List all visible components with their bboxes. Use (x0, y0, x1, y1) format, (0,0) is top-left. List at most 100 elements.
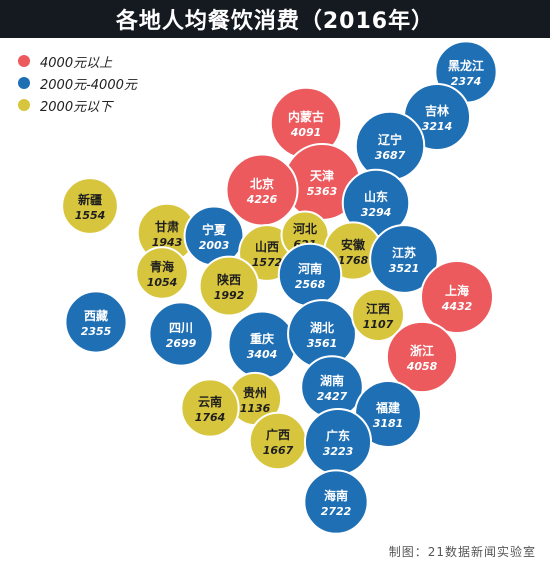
bubble-name: 陕西 (217, 272, 241, 287)
bubble-18: 上海 4432 (420, 260, 494, 334)
bubble-name: 山西 (255, 239, 279, 254)
bubble-value: 2568 (295, 278, 326, 291)
bubble-name: 河南 (297, 261, 322, 276)
bubble-value: 3214 (422, 120, 453, 133)
bubble-value: 3223 (323, 445, 354, 458)
bubble-name: 云南 (198, 394, 222, 409)
bubble-name: 四川 (169, 321, 193, 335)
legend-label-high: 4000元以上 (40, 55, 113, 71)
bubble-value: 4226 (246, 193, 278, 206)
bubble-circle (369, 224, 439, 294)
bubble-name: 甘肃 (155, 219, 179, 234)
bubble-name: 江西 (366, 301, 390, 316)
bubble-name: 福建 (375, 400, 401, 415)
bubble-3: 辽宁 3687 (354, 110, 426, 182)
bubble-circle (420, 260, 494, 334)
bubble-value: 3181 (373, 417, 404, 430)
bubble-value: 3294 (361, 206, 392, 219)
bubble-7: 山东 3294 (341, 168, 411, 238)
bubble-9: 甘肃 1943 (136, 202, 198, 264)
bubble-value: 1764 (195, 411, 226, 424)
bubble-circle (64, 290, 128, 354)
bubble-value: 3561 (307, 337, 338, 350)
bubble-8: 新疆 1554 (61, 177, 119, 235)
bubble-value: 1572 (252, 256, 283, 269)
bubble-value: 1054 (147, 276, 178, 289)
bubble-name: 安徽 (341, 237, 366, 252)
bubble-circle (303, 469, 369, 535)
bubble-31: 海南 2722 (303, 469, 369, 535)
bubble-19: 西藏 2355 (64, 290, 128, 354)
legend-swatch-high (18, 55, 30, 67)
bubble-name: 湖北 (310, 320, 334, 335)
bubble-name: 海南 (324, 488, 348, 503)
bubble-name: 西藏 (84, 308, 108, 323)
bubble-name: 河北 (292, 221, 317, 236)
bubble-15: 青海 1054 (135, 246, 189, 300)
bubble-circle (61, 177, 119, 235)
bubble-circle (198, 255, 260, 317)
bubble-name: 广西 (266, 427, 290, 442)
legend-item-low: 2000元以下 (18, 94, 137, 116)
bubble-6: 北京 4226 (225, 153, 299, 227)
bubble-circle (385, 320, 459, 394)
legend-label-mid: 2000元-4000元 (40, 77, 137, 93)
bubble-name: 江苏 (392, 245, 416, 260)
bubble-value: 2722 (321, 505, 352, 518)
bubble-14: 江苏 3521 (369, 224, 439, 294)
bubble-name: 湖南 (320, 373, 344, 388)
bubble-name: 辽宁 (378, 132, 402, 147)
credit-text: 制图：21数据新闻实验室 (388, 545, 536, 559)
title-bar: 各地人均餐饮消费（2016年） (0, 0, 550, 38)
bubble-value: 2355 (81, 325, 112, 338)
bubble-name: 山东 (364, 189, 388, 204)
bubble-value: 5363 (307, 185, 338, 198)
bubble-value: 1667 (263, 444, 294, 457)
bubble-4: 内蒙古 4091 (269, 86, 343, 160)
legend-swatch-low (18, 99, 30, 111)
bubble-value: 4058 (406, 360, 438, 373)
bubble-30: 广东 3223 (303, 407, 373, 477)
bubble-name: 宁夏 (202, 222, 227, 237)
bubble-28: 福建 3181 (354, 380, 422, 448)
bubble-27: 云南 1764 (180, 378, 240, 438)
bubble-value: 1554 (75, 209, 106, 222)
bubble-21: 重庆 3404 (227, 310, 297, 380)
bubble-29: 广西 1667 (248, 411, 308, 471)
bubble-value: 3687 (375, 149, 406, 162)
bubble-value: 2427 (317, 390, 348, 403)
bubble-name: 浙江 (410, 343, 434, 358)
bubble-name: 贵州 (243, 385, 267, 400)
bubble-name: 上海 (445, 283, 469, 298)
bubble-value: 2699 (166, 337, 197, 350)
bubble-value: 4432 (441, 300, 473, 313)
bubble-name: 广东 (326, 428, 350, 443)
bubble-value: 2003 (199, 239, 230, 252)
bubble-16: 陕西 1992 (198, 255, 260, 317)
bubble-circle (148, 301, 214, 367)
bubble-value: 1136 (240, 402, 271, 415)
bubble-name: 北京 (250, 176, 274, 191)
legend-item-mid: 2000元-4000元 (18, 72, 137, 94)
bubble-23: 江西 1107 (351, 288, 405, 342)
bubble-value: 3521 (389, 262, 420, 275)
bubble-circle (135, 246, 189, 300)
bubble-20: 四川 2699 (148, 301, 214, 367)
bubble-value: 1768 (338, 254, 369, 267)
bubble-value: 2374 (451, 75, 482, 88)
bubble-24: 浙江 4058 (385, 320, 459, 394)
bubble-name: 新疆 (78, 192, 102, 207)
bubble-value: 4091 (290, 126, 322, 139)
bubble-value: 3404 (247, 348, 278, 361)
bubble-name: 重庆 (250, 331, 274, 346)
legend: 4000元以上 2000元-4000元 2000元以下 (18, 50, 137, 116)
bubble-name: 内蒙古 (288, 109, 324, 124)
bubble-value: 1992 (214, 289, 245, 302)
bubble-17: 河南 2568 (277, 242, 343, 308)
legend-item-high: 4000元以上 (18, 50, 137, 72)
bubble-value: 1943 (152, 236, 183, 249)
legend-swatch-mid (18, 77, 30, 89)
bubble-name: 黑龙江 (448, 58, 484, 73)
